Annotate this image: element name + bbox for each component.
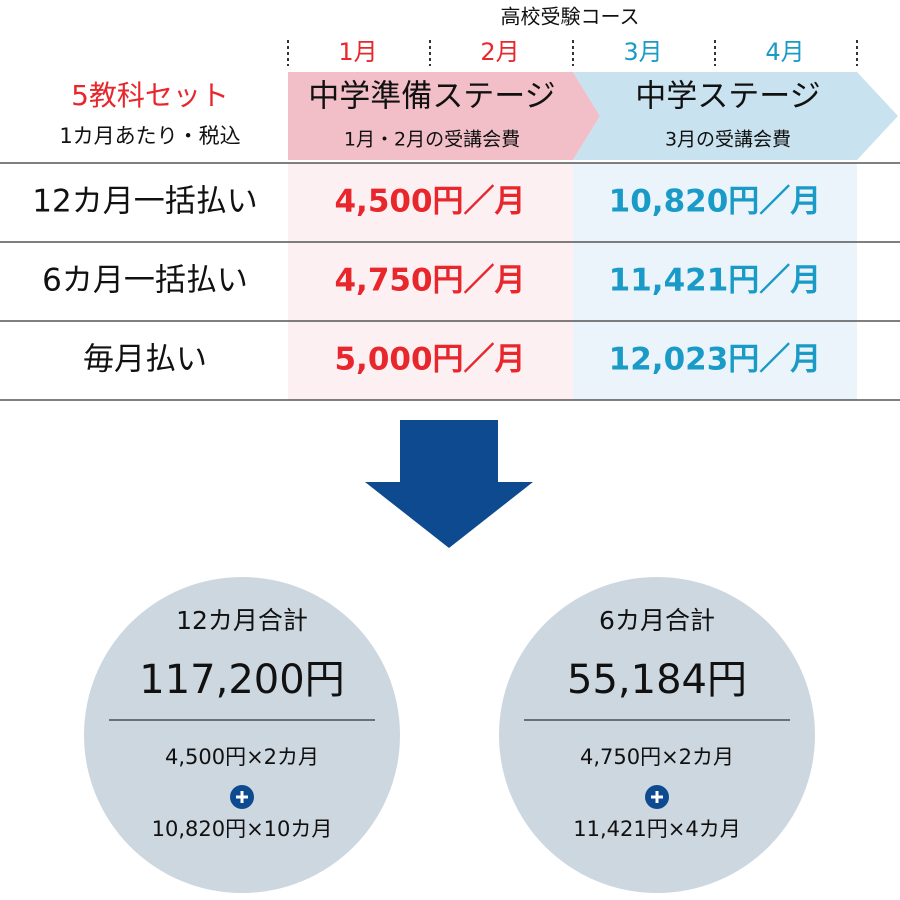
- breakdown: 4,500円×2カ月: [165, 745, 319, 769]
- stage2-column-bg: [573, 163, 857, 400]
- price: 4,750円／月: [334, 263, 525, 299]
- set-note: 1カ月あたり・税込: [59, 124, 240, 148]
- price: 12,023円／月: [609, 342, 822, 378]
- row-label: 12カ月一括払い: [32, 184, 257, 220]
- month-label: 1月: [338, 38, 377, 66]
- price: 11,421円／月: [609, 263, 822, 299]
- total-amount: 55,184円: [567, 657, 747, 703]
- month-separators: [287, 40, 858, 66]
- totals: 12カ月合計 117,200円 4,500円×2カ月 10,820円×10カ月 6カ月合…: [84, 577, 815, 893]
- total-title: 12カ月合計: [176, 606, 308, 635]
- breakdown: 11,421円×4カ月: [573, 817, 740, 841]
- month-label: 3月: [623, 38, 662, 66]
- stage2-band: [573, 72, 898, 160]
- total-circle: [499, 577, 815, 893]
- total-circle: [84, 577, 400, 893]
- breakdown: 4,750円×2カ月: [580, 745, 734, 769]
- set-title: 5教科セット: [71, 79, 229, 112]
- plus-sign: [236, 791, 248, 803]
- total-title: 6カ月合計: [599, 606, 715, 635]
- breakdown: 10,820円×10カ月: [152, 817, 333, 841]
- stage-name: 中学準備ステージ: [308, 79, 555, 115]
- plus-sign: [651, 791, 663, 803]
- price: 5,000円／月: [334, 342, 525, 378]
- down-arrow: [365, 420, 533, 548]
- price: 4,500円／月: [334, 184, 525, 220]
- stage-note: 3月の受講会費: [665, 129, 791, 151]
- month-label: 4月: [765, 38, 804, 66]
- stage1-column-bg: [288, 163, 573, 400]
- total-amount: 117,200円: [139, 657, 344, 703]
- month-label: 2月: [480, 38, 519, 66]
- stage-note: 1月・2月の受講会費: [344, 129, 520, 151]
- table-rows: 12カ月一括払い 4,500円／月 10,820円／月 6カ月一括払い 4,750円／月…: [32, 184, 821, 378]
- stage-name: 中学ステージ: [635, 79, 820, 115]
- course-label: 高校受験コース: [501, 5, 640, 29]
- row-label: 6カ月一括払い: [42, 263, 248, 299]
- stage1-band: [288, 72, 600, 160]
- row-label: 毎月払い: [83, 342, 207, 378]
- price: 10,820円／月: [609, 184, 822, 220]
- row-lines: [0, 162, 900, 401]
